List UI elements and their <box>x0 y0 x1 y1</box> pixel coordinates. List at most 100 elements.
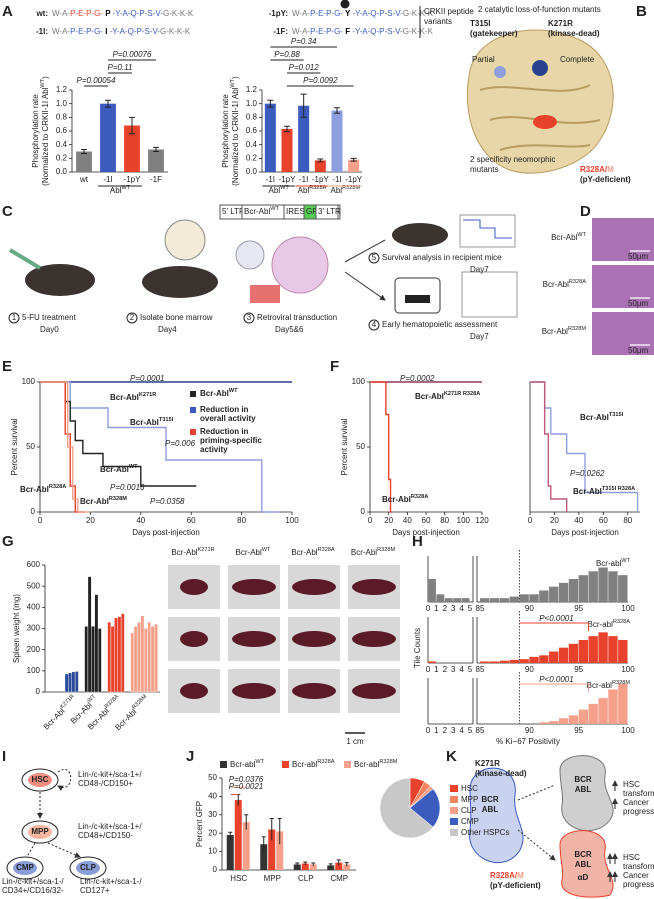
step-label: 5-FU treatment <box>22 313 77 322</box>
panel-label: B <box>636 3 647 20</box>
histogram-bar <box>539 722 549 724</box>
node-label: MPP <box>31 827 49 836</box>
photo-header-sup: WT <box>262 547 271 553</box>
histogram-bar <box>608 636 618 663</box>
pie-slice <box>409 788 441 828</box>
legend-label: overall activity <box>200 414 256 423</box>
error-bar <box>295 862 300 866</box>
bar <box>331 110 343 172</box>
spleen <box>180 631 208 647</box>
y-tick-label: 1.0 <box>246 99 258 108</box>
peptide-segment: P-E-P-G- <box>310 9 343 18</box>
legend-label: HSC <box>461 784 478 793</box>
x-tick-label: 0 <box>426 726 431 735</box>
spleen <box>292 631 336 647</box>
series-label-sup: T315I <box>159 417 174 423</box>
y-tick-label: 100 <box>352 377 366 386</box>
legend-label: Other HSPCs <box>461 828 509 837</box>
histology-image <box>592 218 654 261</box>
peptide-sequence: W-A-P-E-P-G- P -Y-A-Q-P-S-V-G-K-K-K <box>52 9 194 18</box>
construct-label: IRES <box>286 207 305 216</box>
group-label: AblWT <box>110 185 131 195</box>
panel-label: E <box>2 358 12 375</box>
legend-label: priming-specific <box>200 436 262 445</box>
series-label: Bcr-AblT315I R328A <box>573 486 635 496</box>
series-label-base: Bcr-Abl <box>382 495 411 504</box>
construct-label-sup: WT <box>270 206 279 212</box>
peptide-caption: variants <box>424 17 452 26</box>
effect-label: progression <box>623 880 654 889</box>
flow-cytometer-slot <box>405 295 430 303</box>
panel-label: D <box>580 203 591 220</box>
group-label-base: Abl <box>269 186 281 195</box>
y-axis-label-base: (Normalized to CRKII-1I Abl <box>41 87 50 185</box>
legend-label: Reduction in <box>200 405 249 414</box>
mutant-label: (kinase-dead) <box>548 29 600 38</box>
error-bar <box>336 859 341 866</box>
x-tick-label: -1pY <box>124 175 142 184</box>
error-bar <box>277 817 282 845</box>
y-axis-label: (Normalized to CRKII-1I AblWT) <box>230 76 240 186</box>
peptide-label: -1I: <box>36 27 48 36</box>
peptide-segment: -Y-A-Q-P-S-V- <box>113 9 164 18</box>
error-bar <box>129 116 135 135</box>
bar <box>117 616 122 693</box>
y-tick-label: 100 <box>27 666 41 675</box>
bar <box>140 615 145 693</box>
histogram-bar <box>558 582 569 602</box>
protein-structure <box>466 29 614 174</box>
phospho-badge-label: P <box>342 0 347 8</box>
arrow <box>57 769 72 791</box>
effect-label: HSC <box>623 780 640 789</box>
photo-header: Bcr-AblR328A <box>291 547 335 557</box>
survival-curve <box>370 381 393 513</box>
group-label-sup: WT <box>121 185 130 191</box>
series-label: Bcr-AblK271R R328A <box>415 391 480 401</box>
x-tick-label: wt <box>79 175 89 184</box>
panel-label: F <box>330 358 339 375</box>
y-axis-label-base: (Normalized to CRKII-1I Abl <box>231 87 240 185</box>
t315i-site <box>494 66 506 78</box>
construct-label: Bcr-AblWT <box>244 206 280 216</box>
node-markers: Lin-/c-kit+/sca-1-/ <box>80 877 142 886</box>
spleen <box>352 683 396 699</box>
histogram-bar <box>436 594 445 602</box>
significance-bracket <box>519 622 590 631</box>
legend-swatch <box>450 818 458 825</box>
bone-inset <box>164 219 206 261</box>
error-bar <box>334 107 340 114</box>
step-number: 3 <box>247 313 252 322</box>
x-tick-label: 20 <box>550 516 559 525</box>
bar <box>154 624 158 693</box>
histogram-bar <box>598 567 608 602</box>
legend-label: Bcr-ablR328M <box>354 759 398 769</box>
series-label-base: Bcr-Abl <box>573 487 602 496</box>
peptide-segment: F <box>343 27 352 36</box>
y-tick-label: 0.8 <box>246 112 258 121</box>
step-circle <box>126 312 138 324</box>
series-label-sup: R328M <box>109 496 127 502</box>
thumb-curve <box>463 219 512 239</box>
histogram-bar <box>568 643 579 663</box>
p-value: P=0.006 <box>165 439 196 448</box>
series-label-base: Bcr-abl <box>587 681 613 690</box>
y-axis-label-after: ) <box>231 76 240 79</box>
node-markers: Lin-/c-kit+/sca-1-/ <box>2 877 64 886</box>
site-label: αD <box>578 873 589 882</box>
protein-label: BCR <box>481 795 499 804</box>
series-label-sup: R328A <box>49 484 66 490</box>
legend-label-base: Bcr-abl <box>354 760 380 769</box>
histogram-bar <box>588 703 598 724</box>
legend-label: Bcr-AblWT <box>200 388 238 398</box>
y-tick-label: 0 <box>31 507 36 516</box>
legend-label: Bcr-ablWT <box>230 759 265 769</box>
annotation: mutants <box>470 165 498 174</box>
spleen <box>180 579 208 595</box>
histogram-bar <box>529 656 539 663</box>
scale-label: 50μm <box>628 299 649 308</box>
group-label-base: Abl <box>331 186 343 195</box>
scale-label: 1 cm <box>346 737 364 746</box>
error-bar <box>300 93 307 118</box>
p-value: P=0.0001 <box>130 374 164 383</box>
histology-image <box>592 265 654 308</box>
